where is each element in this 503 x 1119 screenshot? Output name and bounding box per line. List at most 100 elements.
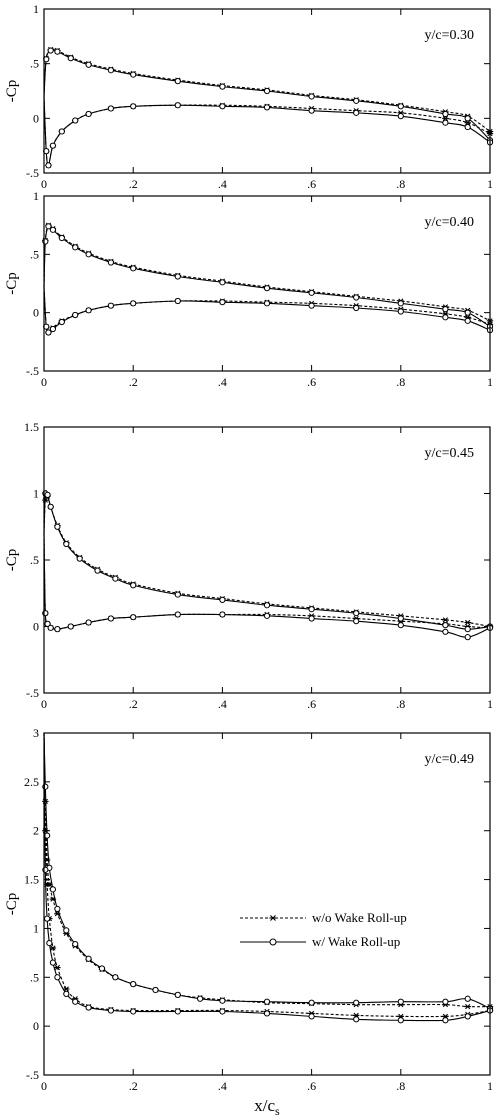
x-tick-label: 0 [41, 375, 47, 389]
data-point-circle [174, 611, 181, 618]
data-point-circle [464, 317, 471, 324]
series-line-dashed-star-lower [43, 732, 491, 1018]
legend-star-icon [269, 915, 277, 921]
data-point-circle [130, 71, 137, 78]
data-point-circle [353, 999, 360, 1006]
ticks: 0.2.4.6.8 1-.50.511.5 [24, 420, 493, 711]
data-point-circle [442, 628, 449, 635]
data-point-circle [85, 251, 92, 258]
data-point-circle [54, 626, 61, 633]
series-line-dashed-star-lower [43, 286, 491, 334]
y-tick-label: -.5 [26, 166, 39, 180]
cp-chart-svg: 0.2.4.6.8 1-.50.511.522.53-Cpy/c=0.49x/cs… [4, 726, 494, 1118]
data-point-circle [219, 279, 226, 286]
y-tick-label: .5 [30, 57, 39, 71]
data-point-circle [353, 97, 360, 104]
data-point-circle [464, 115, 471, 122]
data-point-circle [72, 244, 79, 251]
data-point-circle [107, 67, 115, 74]
plot-frame [43, 732, 491, 1076]
data-point-circle [219, 611, 226, 618]
y-tick-label: 2.5 [24, 775, 39, 789]
legend-label: w/ Wake Roll-up [312, 934, 400, 949]
series-group [42, 222, 494, 336]
x-tick-label: 1 [487, 375, 493, 389]
data-point-circle [107, 259, 115, 266]
data-point-circle [54, 523, 61, 530]
x-tick-label: .6 [307, 697, 316, 711]
y-tick-label: -.5 [26, 364, 39, 378]
data-point-circle [464, 1013, 471, 1020]
x-tick-label: .6 [307, 177, 316, 188]
data-point-circle [47, 47, 54, 54]
x-tick-label: .2 [129, 375, 138, 389]
series-line-dashed-star-upper [43, 732, 491, 1008]
data-point-circle [72, 940, 79, 948]
data-point-circle [263, 300, 271, 307]
x-tick-label: .4 [218, 697, 227, 711]
data-point-circle [44, 620, 51, 627]
span-station-label: y/c=0.30 [425, 28, 475, 43]
legend-label: w/o Wake Roll-up [312, 910, 407, 925]
data-point-circle [54, 48, 61, 55]
data-point-circle [130, 300, 137, 307]
data-point-star [464, 1003, 471, 1010]
data-point-circle [63, 990, 70, 997]
series-group [42, 489, 494, 641]
data-point-circle [308, 107, 315, 114]
cp-chart-svg: 0.2.4.6.8 1-.50.51-Cpy/c=0.40 [4, 189, 494, 389]
data-point-circle [45, 162, 52, 169]
data-point-circle [174, 1008, 181, 1015]
span-station-label: y/c=0.45 [425, 446, 475, 461]
series-line-solid-circle-upper [43, 489, 491, 630]
data-point-circle [45, 329, 52, 336]
y-tick-label: 1.5 [24, 873, 39, 887]
x-tick-label: .8 [396, 1079, 405, 1093]
data-point-circle [130, 103, 137, 110]
x-tick-label: .8 [396, 177, 405, 188]
data-point-circle [219, 1008, 226, 1015]
data-point-circle [49, 325, 57, 333]
x-tick-label: 1 [487, 177, 493, 188]
x-tick-label: 1 [487, 1079, 493, 1093]
data-point-circle [263, 612, 271, 619]
data-point-circle [85, 61, 92, 68]
y-tick-label: 1 [33, 921, 39, 935]
plot-frame [43, 426, 491, 694]
data-point-circle [263, 104, 271, 111]
data-point-star [464, 120, 471, 126]
y-axis-label: -Cp [4, 80, 20, 103]
data-point-circle [98, 965, 106, 972]
y-axis-label: -Cp [4, 272, 20, 295]
x-tick-label: .2 [129, 697, 138, 711]
series-line-solid-circle-lower [43, 286, 491, 334]
x-tick-label: .4 [218, 375, 227, 389]
cp-chart-svg: 0.2.4.6.8 1-.50.51-Cpy/c=0.30 [4, 2, 494, 188]
y-tick-label: 0 [33, 620, 39, 634]
data-point-circle [112, 575, 119, 582]
x-tick-label: .4 [218, 177, 227, 188]
cp-chart-svg: 0.2.4.6.8 1-.50.511.5-Cpy/c=0.45 [4, 420, 494, 711]
data-point-circle [67, 55, 74, 62]
y-tick-label: 1 [33, 487, 39, 501]
data-point-circle [174, 102, 181, 109]
data-point-circle [353, 304, 360, 312]
y-tick-label: -.5 [26, 1068, 39, 1082]
data-point-circle [67, 623, 74, 630]
data-point-circle [107, 302, 115, 309]
data-point-circle [174, 78, 181, 85]
data-point-circle [45, 223, 52, 230]
series-line-solid-circle-upper [43, 49, 491, 141]
data-point-circle [58, 318, 65, 326]
x-tick-label: .8 [396, 375, 405, 389]
data-point-circle [76, 555, 83, 562]
x-tick-label: .2 [129, 1079, 138, 1093]
data-point-circle [85, 307, 92, 314]
y-tick-label: .5 [30, 970, 39, 984]
data-point-circle [46, 939, 53, 947]
span-station-label: y/c=0.40 [425, 215, 475, 230]
cp-panel-3: 0.2.4.6.8 1 -.5 0.5 1 1.5 -Cp y/c=0.45 [0, 418, 503, 724]
data-point-circle [353, 1016, 360, 1023]
data-point-circle [63, 540, 70, 548]
data-point-circle [107, 105, 115, 112]
